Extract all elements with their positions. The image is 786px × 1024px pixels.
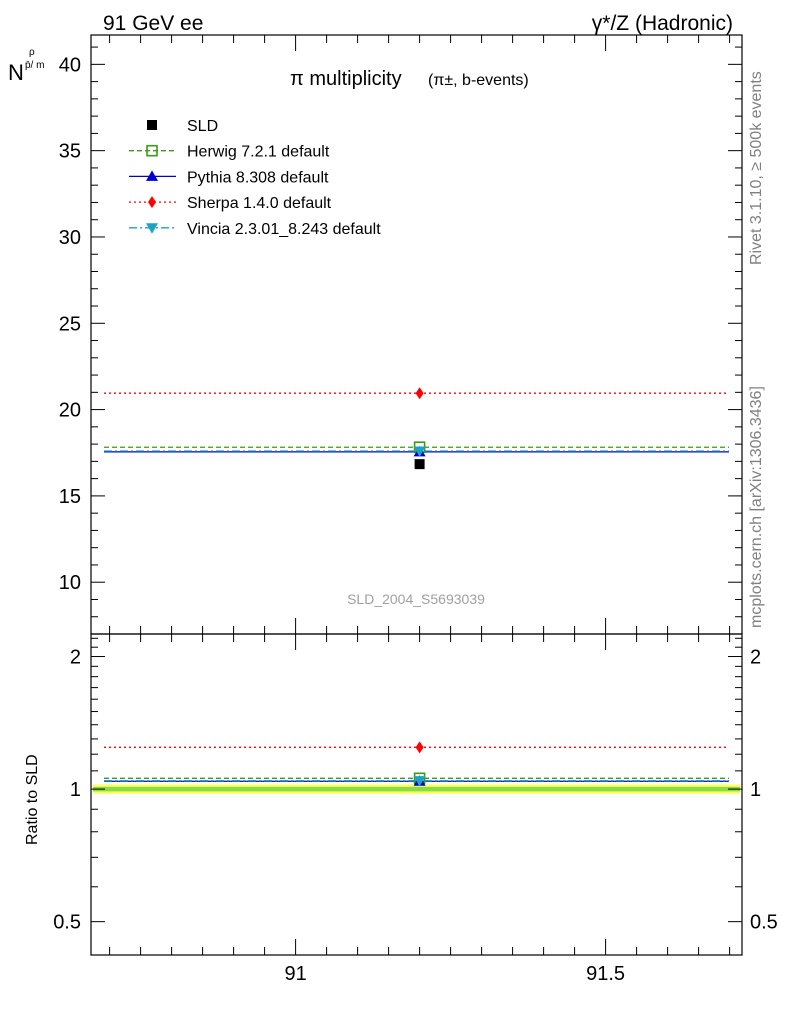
axis-ticks [91, 35, 742, 955]
ratio-band-inner [93, 786, 740, 792]
main-ytick-label: 35 [59, 141, 81, 163]
main-ytick-label: 10 [59, 572, 81, 594]
main-ytick-label: 40 [59, 54, 81, 76]
ratio-band [93, 784, 740, 794]
series-marker-ratio-3 [413, 776, 426, 787]
ratio-ytick-label-left: 2 [70, 647, 81, 669]
ratio-ytick-label-left: 0.5 [53, 912, 81, 934]
rivet-label: Rivet 3.1.10, ≥ 500k events [748, 71, 765, 265]
legend: SLD Herwig 7.2.1 default Pythia 8.308 defa… [129, 118, 381, 238]
main-ytick-label: 15 [59, 486, 81, 508]
title-main: π multiplicity [290, 68, 402, 90]
legend-item-3: Sherpa 1.4.0 default [129, 195, 332, 212]
y-label-main: N [8, 60, 24, 85]
legend-marker [146, 144, 158, 157]
header-left: 91 GeV ee [103, 12, 203, 35]
legend-label: Sherpa 1.4.0 default [187, 195, 332, 212]
legend-item-4: Vincia 2.3.01_8.243 default [129, 221, 381, 238]
main-ytick-label: 25 [59, 313, 81, 335]
series-marker-ratio-2 [415, 741, 424, 754]
plot-frames [90, 34, 743, 956]
xtick-label: 91.5 [586, 963, 625, 985]
data-point-sld [414, 459, 425, 470]
analysis-watermark: SLD_2004_S5693039 [347, 591, 485, 607]
mcplots-label: mcplots.cern.ch [arXiv:1306.3436] [748, 386, 765, 628]
ratio-y-label: Ratio to SLD [24, 754, 41, 845]
header-right: γ*/Z (Hadronic) [592, 12, 733, 35]
legend-marker [147, 120, 157, 130]
ratio-frame [90, 633, 743, 956]
legend-marker [146, 223, 158, 234]
tick-labels: 10 15 20 25 30 35 40 0.5 0.5 1 1 2 2 91 91.5 [53, 54, 778, 985]
series-marker-main-2 [415, 387, 424, 400]
y-label-sub: p̄/ m [25, 60, 44, 71]
legend-label: Pythia 8.308 default [187, 169, 329, 186]
series-marker-main-3 [413, 446, 426, 458]
legend-label: SLD [187, 118, 218, 135]
legend-label: Vincia 2.3.01_8.243 default [187, 221, 381, 238]
legend-item-1: Herwig 7.2.1 default [129, 144, 330, 161]
legend-label: Herwig 7.2.1 default [187, 144, 330, 161]
series-markers [413, 387, 426, 787]
main-ytick-label: 30 [59, 227, 81, 249]
legend-item-2: Pythia 8.308 default [129, 169, 329, 186]
y-label-sup: ρ [29, 47, 35, 58]
legend-item-0: SLD [147, 118, 218, 135]
legend-marker [148, 196, 156, 209]
chart-title: π multiplicity (π±, b-events) [290, 68, 529, 90]
legend-marker [146, 170, 158, 181]
ratio-ytick-label-left: 1 [70, 779, 81, 801]
ratio-ytick-label-right: 0.5 [750, 912, 778, 934]
y-axis-label: N p̄/ m ρ [8, 47, 44, 85]
ratio-ytick-label-right: 1 [750, 779, 761, 801]
main-ytick-label: 20 [59, 400, 81, 422]
xtick-label: 91 [284, 963, 306, 985]
title-sub: (π±, b-events) [428, 72, 529, 89]
ratio-ytick-label-right: 2 [750, 647, 761, 669]
